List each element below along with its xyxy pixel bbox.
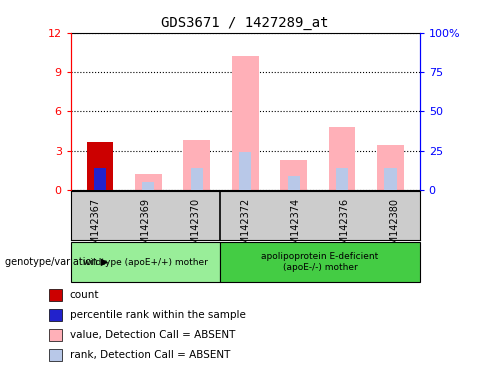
Bar	[71, 242, 220, 282]
Bar	[329, 127, 355, 190]
Text: count: count	[70, 290, 99, 300]
Text: GSM142372: GSM142372	[240, 198, 250, 257]
Bar	[287, 175, 300, 190]
Text: apolipoprotein E-deficient
(apoE-/-) mother: apolipoprotein E-deficient (apoE-/-) mot…	[262, 252, 379, 272]
Bar	[220, 242, 420, 282]
Text: value, Detection Call = ABSENT: value, Detection Call = ABSENT	[70, 330, 235, 340]
Text: GSM142369: GSM142369	[141, 198, 150, 257]
Bar	[385, 168, 397, 190]
Text: wildtype (apoE+/+) mother: wildtype (apoE+/+) mother	[83, 258, 208, 266]
Bar	[232, 56, 259, 190]
Text: GSM142367: GSM142367	[91, 198, 101, 257]
Bar	[280, 160, 307, 190]
Text: percentile rank within the sample: percentile rank within the sample	[70, 310, 245, 320]
Bar	[142, 182, 154, 190]
Bar	[94, 168, 106, 190]
Bar	[191, 168, 203, 190]
Bar	[87, 142, 113, 190]
Text: rank, Detection Call = ABSENT: rank, Detection Call = ABSENT	[70, 350, 230, 360]
Bar	[239, 152, 251, 190]
Bar	[336, 168, 348, 190]
Title: GDS3671 / 1427289_at: GDS3671 / 1427289_at	[162, 16, 329, 30]
Text: genotype/variation ▶: genotype/variation ▶	[5, 257, 108, 267]
Bar	[377, 146, 404, 190]
Bar	[183, 140, 210, 190]
Text: GSM142374: GSM142374	[290, 198, 300, 257]
Text: GSM142376: GSM142376	[340, 198, 350, 257]
Text: GSM142370: GSM142370	[190, 198, 201, 257]
Text: GSM142380: GSM142380	[390, 198, 400, 257]
Bar	[135, 174, 162, 190]
